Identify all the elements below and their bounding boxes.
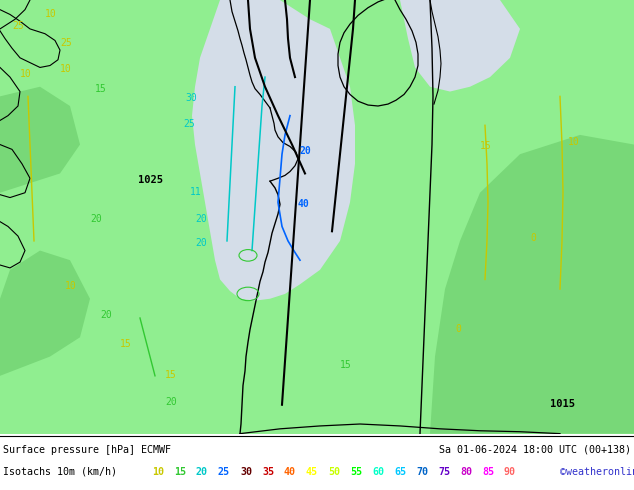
Text: 15: 15 — [165, 370, 177, 380]
Polygon shape — [192, 0, 355, 301]
Text: 1025: 1025 — [138, 175, 163, 185]
Text: 85: 85 — [482, 467, 494, 477]
Text: 10: 10 — [152, 467, 164, 477]
Text: Surface pressure [hPa] ECMWF: Surface pressure [hPa] ECMWF — [3, 445, 171, 455]
Text: 20: 20 — [300, 146, 312, 156]
Text: 80: 80 — [460, 467, 472, 477]
Text: 10: 10 — [60, 64, 72, 74]
Text: 20: 20 — [165, 397, 177, 407]
Text: 0: 0 — [455, 324, 461, 335]
Polygon shape — [0, 87, 80, 193]
Text: 1015: 1015 — [550, 399, 575, 409]
Polygon shape — [430, 135, 634, 434]
Text: Isotachs 10m (km/h): Isotachs 10m (km/h) — [3, 467, 117, 477]
Text: 20: 20 — [195, 214, 207, 223]
Text: 10: 10 — [20, 69, 32, 79]
Text: 40: 40 — [284, 467, 296, 477]
Text: 0: 0 — [530, 233, 536, 243]
Text: 15: 15 — [120, 339, 132, 349]
Text: 15: 15 — [340, 360, 352, 370]
Text: 25: 25 — [218, 467, 230, 477]
Text: 15: 15 — [480, 142, 492, 151]
Text: 90: 90 — [504, 467, 516, 477]
Text: 70: 70 — [416, 467, 428, 477]
Polygon shape — [0, 0, 634, 434]
Text: 10: 10 — [65, 281, 77, 291]
Text: 45: 45 — [306, 467, 318, 477]
Text: 75: 75 — [438, 467, 450, 477]
Text: 10: 10 — [45, 9, 57, 19]
Text: 15: 15 — [95, 84, 107, 94]
Text: 20: 20 — [90, 214, 101, 223]
Text: 60: 60 — [372, 467, 384, 477]
Text: 30: 30 — [185, 93, 197, 103]
Text: 25: 25 — [12, 21, 23, 31]
Text: Sa 01-06-2024 18:00 UTC (00+138): Sa 01-06-2024 18:00 UTC (00+138) — [439, 445, 631, 455]
Text: 55: 55 — [350, 467, 362, 477]
Text: 40: 40 — [298, 199, 310, 209]
Text: 25: 25 — [60, 38, 72, 48]
Text: 65: 65 — [394, 467, 406, 477]
Text: 11: 11 — [190, 187, 202, 196]
Polygon shape — [0, 250, 90, 376]
Text: 25: 25 — [183, 119, 195, 129]
Text: 20: 20 — [195, 238, 207, 248]
Polygon shape — [400, 0, 520, 92]
Text: 20: 20 — [100, 310, 112, 320]
Text: ©weatheronline.co.uk: ©weatheronline.co.uk — [560, 467, 634, 477]
Text: 35: 35 — [262, 467, 274, 477]
Text: 10: 10 — [568, 137, 579, 147]
Text: 15: 15 — [174, 467, 186, 477]
Text: 20: 20 — [196, 467, 208, 477]
Text: 50: 50 — [328, 467, 340, 477]
Text: 30: 30 — [240, 467, 252, 477]
